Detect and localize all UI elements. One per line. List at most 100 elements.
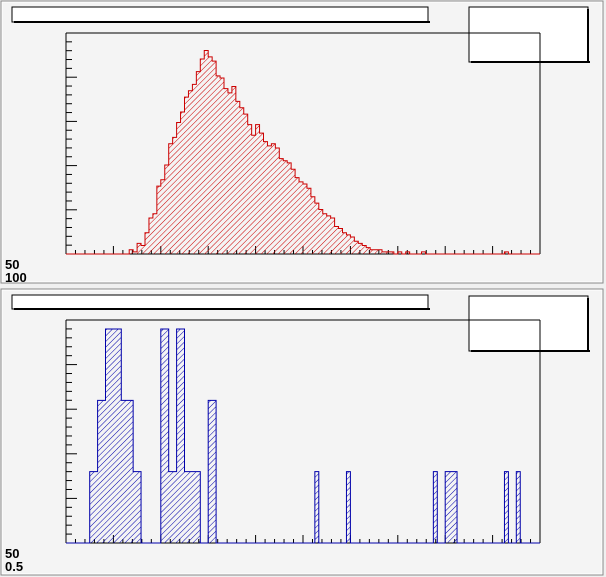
histogram-bin (322, 213, 327, 254)
histogram-bin (145, 232, 150, 254)
histogram-bin (251, 135, 256, 254)
histogram-bin (291, 169, 296, 254)
histogram-bin (370, 249, 375, 254)
histogram-bin (212, 400, 217, 543)
histogram-bin (97, 400, 102, 543)
histogram-bin (271, 143, 276, 254)
histogram-bin (125, 400, 130, 543)
histogram-bin (433, 471, 438, 543)
histogram-bin (295, 177, 300, 254)
y-axis-label-0.5: 0.5 (5, 559, 23, 574)
histogram-bin (287, 162, 292, 254)
histogram-bin (164, 329, 169, 543)
histogram-blue (66, 328, 540, 544)
histogram-bin (204, 50, 209, 255)
histogram-bin (192, 84, 197, 255)
histogram-bin (101, 400, 106, 543)
histogram-bin (366, 247, 371, 254)
histogram-bin (330, 217, 335, 254)
histogram-bin (263, 141, 268, 254)
histogram-bin (346, 234, 351, 254)
histogram-bin (326, 215, 331, 254)
histogram-bin (358, 243, 363, 254)
histogram-bin (421, 251, 426, 254)
histogram-bin (275, 148, 280, 254)
stats-box (468, 6, 589, 63)
histogram-bin (117, 329, 122, 543)
histogram-bin (172, 471, 177, 543)
histogram-bin (172, 137, 177, 254)
histogram-bin (299, 181, 304, 254)
histogram-bin (196, 71, 201, 255)
histogram-bin (160, 179, 165, 254)
histogram-bin (338, 228, 343, 254)
histogram-bin (231, 86, 237, 255)
histogram-outline (66, 328, 540, 544)
histogram-bin (385, 251, 391, 254)
histogram-bin (133, 471, 138, 543)
histogram-bin (243, 114, 248, 254)
histogram-bin (129, 249, 134, 254)
histogram-bin (314, 203, 319, 254)
histogram-bin (216, 75, 221, 254)
histogram-bin (168, 471, 173, 543)
histogram-bin (180, 329, 185, 543)
histogram-bin (239, 107, 244, 254)
histogram-bin (180, 111, 185, 255)
histogram-bin (504, 251, 509, 254)
histogram-bin (449, 471, 454, 543)
histogram-bin (362, 245, 367, 254)
histogram-bin (208, 400, 213, 543)
histogram-bin (105, 329, 110, 543)
histogram-bin (374, 249, 379, 254)
y-axis-ticks (66, 319, 77, 544)
histogram-bin (156, 186, 161, 254)
histogram-bin (306, 188, 312, 254)
histogram-bin (389, 251, 395, 254)
y-axis-label-50: 50 (5, 546, 19, 561)
histogram-bin (184, 471, 189, 543)
histogram-bin (318, 209, 323, 254)
histogram-bin (235, 101, 240, 254)
histogram-bin (220, 78, 225, 254)
histogram-bin (137, 243, 142, 254)
histogram-bin (354, 241, 359, 254)
histogram-bin (279, 158, 284, 254)
histogram-bin (310, 196, 316, 254)
histogram-bin (200, 58, 205, 255)
histogram-bin (516, 471, 521, 543)
histogram-bin (137, 471, 142, 543)
histogram-bin (109, 329, 114, 543)
histogram-bin (255, 124, 260, 255)
histogram-bin (504, 471, 509, 543)
histogram-bin (196, 471, 201, 543)
histogram-bin (184, 97, 189, 255)
histogram-bin (152, 213, 158, 254)
histogram-bin (176, 329, 181, 543)
histogram-outline (66, 49, 540, 255)
histogram-bin (247, 124, 252, 255)
histogram-bin (176, 122, 181, 254)
histogram-bin (168, 143, 173, 254)
histogram-bin (160, 329, 165, 543)
histogram-bin (445, 471, 450, 543)
histogram-bin (227, 92, 233, 254)
title-box (11, 294, 429, 310)
histogram-bin (382, 251, 387, 254)
histogram-red (66, 49, 540, 255)
histogram-bin (148, 217, 154, 254)
pad-top: 50 100 (0, 0, 604, 285)
y-axis-label-50: 50 (5, 257, 19, 272)
histogram-bin (192, 471, 197, 543)
histogram-bin (378, 249, 383, 254)
histogram-bin (334, 226, 339, 254)
histogram-bin (350, 237, 355, 254)
histogram-bin (208, 56, 213, 255)
histogram-bin (314, 471, 319, 543)
histogram-bin (224, 88, 229, 254)
histogram-bin (397, 251, 402, 254)
histogram-bin (89, 471, 94, 543)
histogram-bin (141, 245, 146, 254)
histogram-bin (188, 90, 193, 254)
